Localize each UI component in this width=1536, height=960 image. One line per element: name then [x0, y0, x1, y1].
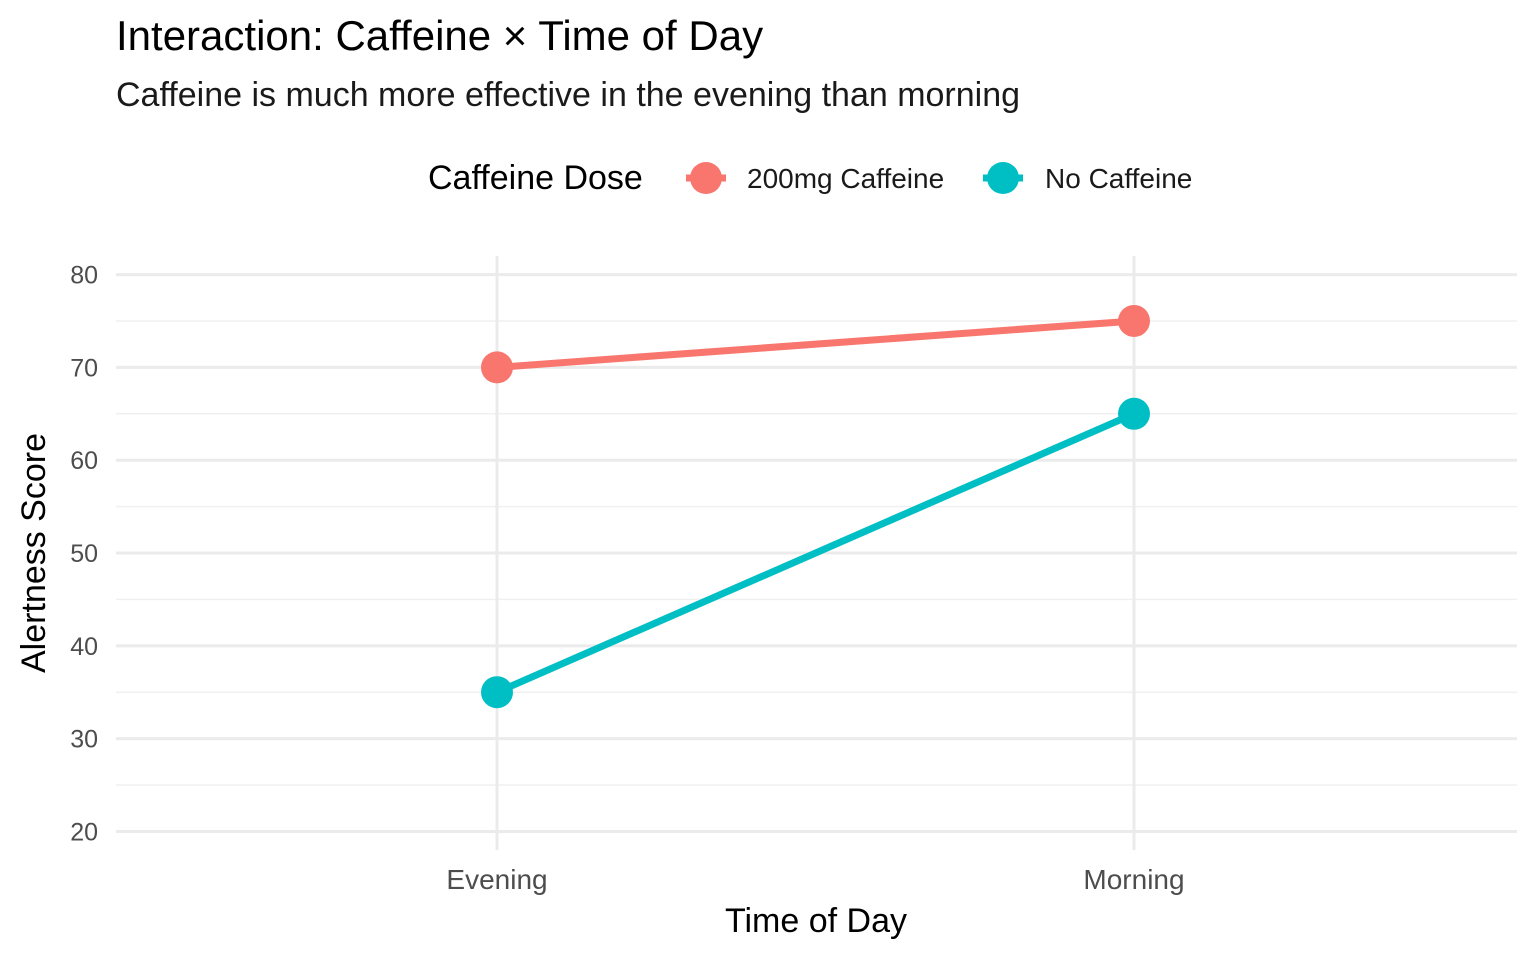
data-point-no-caffeine — [1118, 397, 1150, 430]
y-tick-label: 50 — [70, 540, 98, 568]
data-point-200mg-caffeine — [1118, 304, 1150, 337]
y-axis-title: Alertness Score — [15, 433, 53, 673]
series-group — [481, 304, 1150, 709]
y-tick-label: 40 — [70, 633, 98, 661]
x-axis-title: Time of Day — [725, 902, 907, 940]
grid-lines — [116, 256, 1517, 850]
data-point-no-caffeine — [481, 676, 513, 709]
y-tick-label: 20 — [70, 818, 98, 846]
x-tick-labels: Evening Morning — [446, 864, 1184, 895]
legend-label-no-caffeine: No Caffeine — [1045, 163, 1193, 194]
x-tick-label: Evening — [446, 864, 547, 895]
data-point-200mg-caffeine — [481, 351, 513, 384]
series-line-no-caffeine — [495, 410, 1136, 696]
y-tick-label: 30 — [70, 726, 98, 754]
legend-label-200mg-caffeine: 200mg Caffeine — [747, 163, 945, 194]
legend-key-200mg-caffeine — [686, 162, 726, 194]
y-tick-label: 80 — [70, 262, 98, 290]
y-tick-labels: 20 30 40 50 60 70 80 — [70, 262, 98, 847]
legend-title: Caffeine Dose — [428, 159, 643, 197]
y-tick-label: 70 — [70, 354, 98, 382]
chart-subtitle: Caffeine is much more effective in the e… — [116, 76, 1021, 114]
series-line-200mg-caffeine — [496, 317, 1135, 371]
legend-key-no-caffeine — [983, 162, 1023, 194]
y-tick-label: 60 — [70, 447, 98, 475]
chart-title: Interaction: Caffeine × Time of Day — [116, 12, 764, 59]
x-tick-label: Morning — [1083, 864, 1184, 895]
legend: Caffeine Dose 200mg Caffeine No Caffeine — [0, 155, 1536, 203]
